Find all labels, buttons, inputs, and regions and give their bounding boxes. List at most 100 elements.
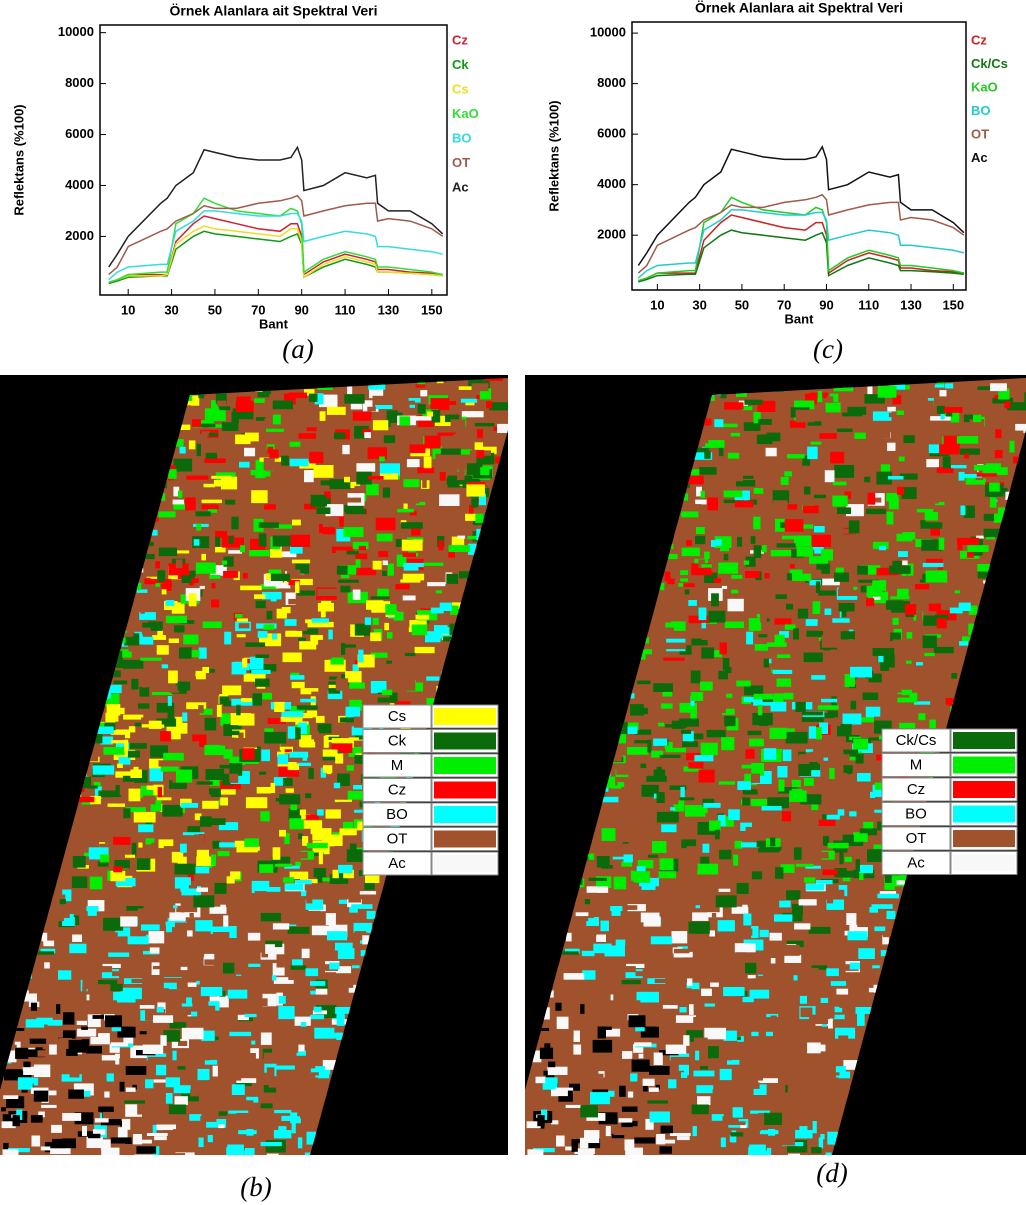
y-tick-label: 6000 xyxy=(597,126,626,141)
map-patch xyxy=(130,770,142,779)
map-patch xyxy=(768,943,780,955)
map-patch xyxy=(798,609,808,619)
map-patch xyxy=(339,873,343,880)
map-patch xyxy=(452,442,463,447)
map-patch xyxy=(264,504,276,509)
map-patch xyxy=(827,894,833,904)
map-patch xyxy=(279,830,286,837)
map-patch xyxy=(772,657,786,670)
map-patch xyxy=(722,978,733,988)
map-patch xyxy=(583,927,597,935)
map-patch xyxy=(318,1072,329,1079)
map-patch xyxy=(776,594,787,599)
map-patch xyxy=(299,433,316,439)
x-tick-label: 70 xyxy=(251,302,265,317)
map-patch xyxy=(271,596,277,601)
map-patch xyxy=(863,693,878,701)
map-patch xyxy=(814,495,826,498)
map-patch xyxy=(656,1134,665,1144)
map-patch xyxy=(123,808,130,818)
map-patch xyxy=(818,623,829,631)
map-patch xyxy=(202,801,219,809)
map-patch xyxy=(203,1130,217,1134)
legend-label: Cs xyxy=(388,708,406,725)
map-patch xyxy=(170,1022,188,1028)
legend-label: BO xyxy=(386,806,408,823)
map-patch xyxy=(507,685,515,694)
map-patch xyxy=(765,485,772,489)
map-patch xyxy=(720,1069,732,1080)
map-patch xyxy=(210,691,220,696)
map-patch xyxy=(748,897,764,907)
map-patch xyxy=(459,386,472,390)
map-patch xyxy=(685,805,705,817)
map-patch xyxy=(367,407,376,412)
map-patch xyxy=(839,603,855,612)
map-patch xyxy=(264,732,286,744)
map-patch xyxy=(940,390,947,396)
map-patch xyxy=(716,539,722,546)
map-patch xyxy=(111,1137,132,1143)
map-patch xyxy=(134,1155,155,1165)
map-patch xyxy=(324,900,335,905)
map-patch xyxy=(121,942,126,952)
map-patch xyxy=(770,933,782,941)
map-patch xyxy=(700,857,709,865)
map-patch xyxy=(90,877,103,890)
chart-title: Örnek Alanlara ait Spektral Veri xyxy=(169,3,377,19)
map-patch xyxy=(307,711,317,718)
map-patch xyxy=(261,1142,282,1146)
map-patch xyxy=(320,622,333,627)
map-patch xyxy=(136,858,150,870)
map-patch xyxy=(360,891,376,894)
map-patch xyxy=(699,467,717,475)
map-patch xyxy=(203,622,222,629)
map-patch xyxy=(327,995,346,1003)
map-patch xyxy=(700,682,713,691)
map-patch xyxy=(88,1134,100,1138)
map-patch xyxy=(237,634,246,637)
map-patch xyxy=(476,395,480,399)
map-patch xyxy=(1021,1154,1025,1160)
map-patch xyxy=(303,771,309,774)
map-patch xyxy=(58,970,71,979)
map-patch xyxy=(897,589,909,597)
map-patch xyxy=(505,674,526,685)
map-patch xyxy=(890,596,909,599)
map-patch xyxy=(260,1093,279,1104)
map-patch xyxy=(128,936,149,944)
map-patch xyxy=(175,877,191,888)
map-patch xyxy=(179,647,192,658)
map-patch xyxy=(547,1067,567,1075)
map-patch xyxy=(328,630,332,640)
map-patch xyxy=(304,820,323,828)
map-patch xyxy=(267,1067,275,1077)
map-patch xyxy=(475,423,494,426)
map-patch xyxy=(770,838,775,847)
map-patch xyxy=(370,582,383,585)
map-patch xyxy=(841,631,855,639)
map-patch xyxy=(381,505,393,511)
map-patch xyxy=(347,498,361,503)
map-patch xyxy=(314,1028,334,1039)
map-patch xyxy=(305,552,318,556)
map-patch xyxy=(703,844,710,853)
map-patch xyxy=(297,763,311,766)
map-patch xyxy=(140,658,161,661)
map-patch xyxy=(88,922,100,928)
map-patch xyxy=(995,395,999,399)
map-patch xyxy=(329,963,339,970)
map-patch xyxy=(314,868,326,877)
map-patch xyxy=(773,670,792,674)
map-patch xyxy=(82,1126,87,1136)
map-patch xyxy=(829,768,834,779)
map-patch xyxy=(403,409,410,415)
map-patch xyxy=(149,931,165,943)
map-patch xyxy=(873,648,894,656)
map-patch xyxy=(766,448,777,457)
map-patch xyxy=(307,843,328,848)
map-patch xyxy=(292,450,312,460)
map-patch xyxy=(710,983,719,987)
map-patch xyxy=(373,618,379,625)
map-patch xyxy=(819,1137,823,1148)
